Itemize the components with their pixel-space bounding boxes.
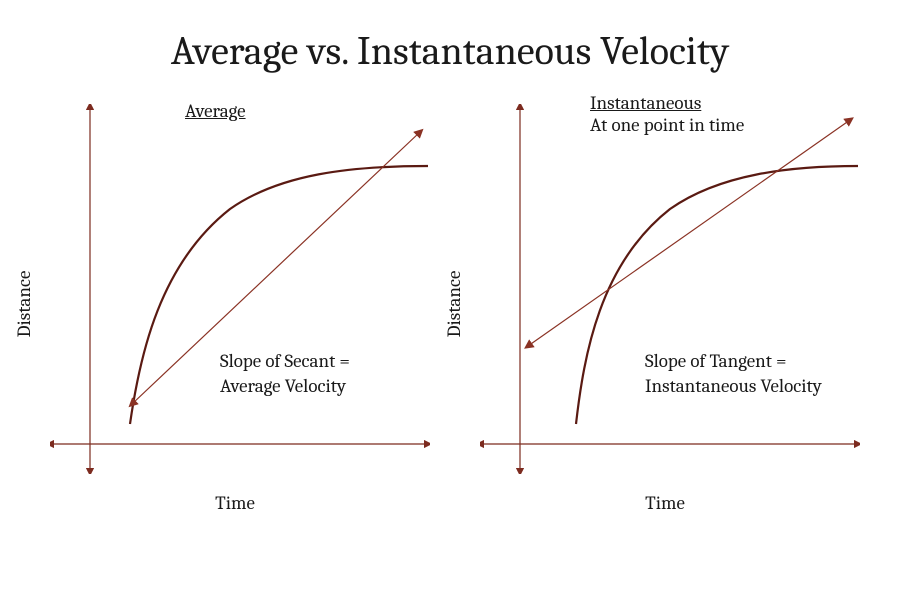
- annotation-tangent: Slope of Tangent = Instantaneous Velocit…: [645, 349, 822, 398]
- annotation-secant: Slope of Secant = Average Velocity: [220, 349, 350, 398]
- annotation-line2: Instantaneous Velocity: [645, 375, 822, 397]
- charts-row: Average Distance Time Slope of Secant = …: [0, 74, 900, 514]
- plot-instantaneous: [480, 104, 860, 474]
- page-title: Average vs. Instantaneous Velocity: [0, 0, 900, 74]
- chart-instantaneous: Instantaneous At one point in time Dista…: [460, 94, 870, 514]
- annotation-line2: Average Velocity: [220, 375, 346, 397]
- annotation-line1: Slope of Secant =: [220, 350, 350, 372]
- plot-average: [50, 104, 430, 474]
- annotation-line1: Slope of Tangent =: [645, 350, 787, 372]
- chart-average: Average Distance Time Slope of Secant = …: [30, 94, 440, 514]
- x-axis-label: Time: [645, 492, 685, 514]
- tangent-line: [528, 120, 850, 346]
- y-axis-label: Distance: [13, 271, 35, 338]
- x-axis-label: Time: [215, 492, 255, 514]
- y-axis-label: Distance: [443, 271, 465, 338]
